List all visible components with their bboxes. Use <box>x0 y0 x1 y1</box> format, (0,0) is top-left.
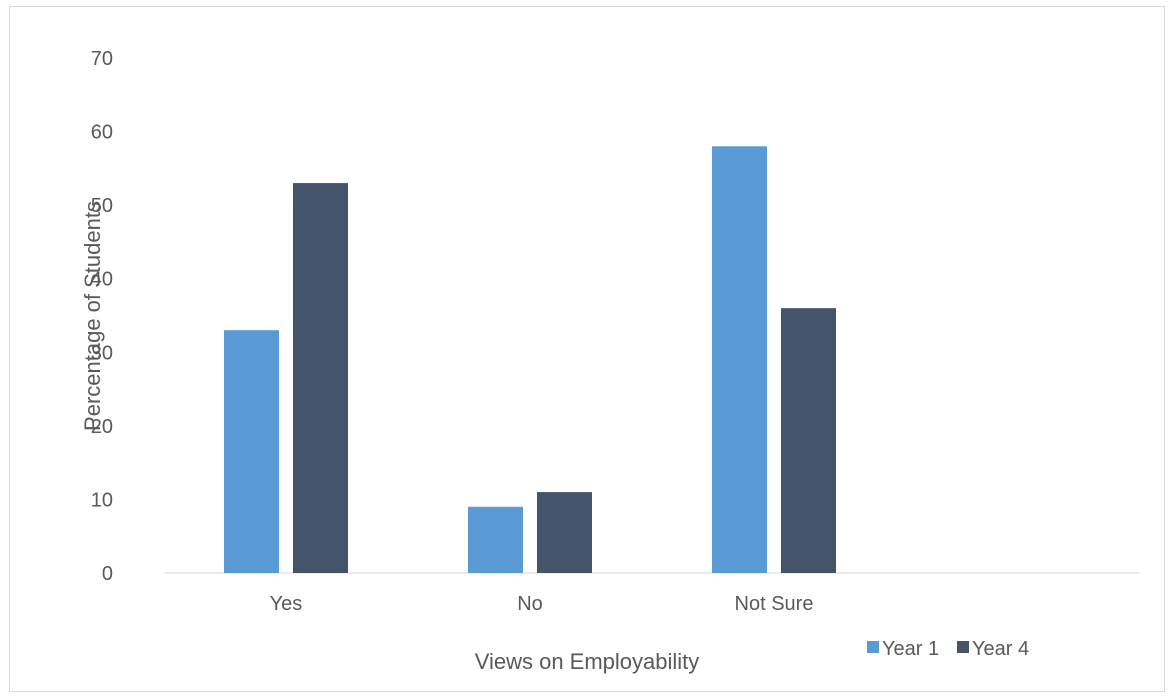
y-tick-label: 70 <box>91 48 113 70</box>
x-axis-ticks: Yes No Not Sure <box>270 593 814 615</box>
y-tick-label: 20 <box>91 416 113 438</box>
chart-frame <box>9 6 1165 692</box>
legend-swatch <box>867 641 879 653</box>
y-tick-label: 10 <box>91 489 113 511</box>
y-tick-label: 30 <box>91 342 113 364</box>
bars <box>224 146 836 574</box>
y-tick-label: 50 <box>91 195 113 217</box>
bar-year-1-not-sure <box>712 146 767 574</box>
x-axis-title: Views on Employability <box>475 649 700 674</box>
x-tick-label: Not Sure <box>735 593 814 615</box>
y-tick-label: 0 <box>102 563 113 585</box>
legend-swatch <box>957 641 969 653</box>
x-tick-label: No <box>517 593 543 615</box>
y-axis-ticks: 0 10 20 30 40 50 60 70 <box>91 48 113 585</box>
legend-label: Year 1 <box>882 638 939 660</box>
x-tick-label: Yes <box>270 593 303 615</box>
y-tick-label: 60 <box>91 122 113 144</box>
y-axis-title: Percentage of Students <box>80 201 105 431</box>
bar-year-4-not-sure <box>781 308 836 573</box>
legend: Year 1 Year 4 <box>867 638 1029 660</box>
bar-year-4-no <box>537 492 592 573</box>
bar-year-1-yes <box>224 330 279 573</box>
bar-year-4-yes <box>293 183 348 574</box>
y-tick-label: 40 <box>91 269 113 291</box>
bar-year-1-no <box>468 506 523 573</box>
legend-label: Year 4 <box>972 638 1029 660</box>
